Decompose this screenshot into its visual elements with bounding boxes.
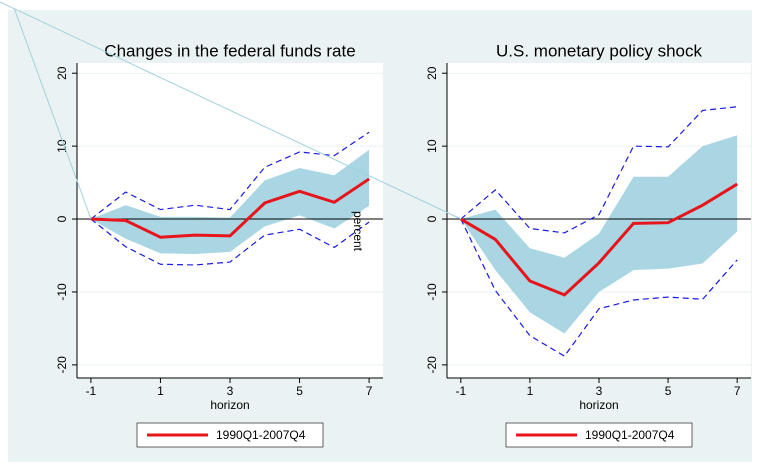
x-tick-label: 3 (227, 384, 234, 398)
chart-title: U.S. monetary policy shock (496, 41, 702, 60)
x-tick-label: 7 (366, 384, 373, 398)
y-tick-label: -20 (55, 356, 69, 374)
y-tick-label: -20 (425, 356, 439, 374)
x-tick-label: 1 (527, 384, 534, 398)
confidence-band (90, 149, 370, 255)
y-tick-label: 0 (55, 215, 69, 222)
y-axis-title: percent (351, 211, 365, 252)
x-tick-label: 3 (596, 384, 603, 398)
overlay-line (0, 1, 462, 220)
y-tick-label: 20 (55, 66, 69, 80)
x-tick-label: 1 (157, 384, 164, 398)
legend-label: 1990Q1-2007Q4 (585, 428, 675, 442)
overlay-line (13, 7, 92, 220)
x-tick-label: 5 (296, 384, 303, 398)
chart-title: Changes in the federal funds rate (104, 41, 355, 60)
y-tick-label: -10 (55, 283, 69, 301)
x-tick-label: -1 (455, 384, 466, 398)
irf-line (90, 177, 370, 239)
x-tick-label: 5 (665, 384, 672, 398)
x-tick-label: -1 (86, 384, 97, 398)
y-tick-label: 10 (425, 139, 439, 153)
x-tick-label: 7 (734, 384, 741, 398)
legend-label: 1990Q1-2007Q4 (216, 428, 306, 442)
y-tick-label: 20 (425, 66, 439, 80)
interval-upper (460, 106, 738, 234)
interval-upper (90, 131, 370, 220)
y-tick-label: 0 (425, 215, 439, 222)
legend: 1990Q1-2007Q4 (136, 422, 324, 448)
x-axis-title: horizon (579, 398, 618, 412)
irf-line (460, 182, 738, 297)
interval-lower (460, 218, 738, 357)
interval-lower (90, 218, 370, 266)
confidence-band (460, 135, 738, 334)
legend: 1990Q1-2007Q4 (505, 422, 693, 448)
y-tick-label: -10 (425, 283, 439, 301)
x-axis-title: horizon (210, 398, 249, 412)
